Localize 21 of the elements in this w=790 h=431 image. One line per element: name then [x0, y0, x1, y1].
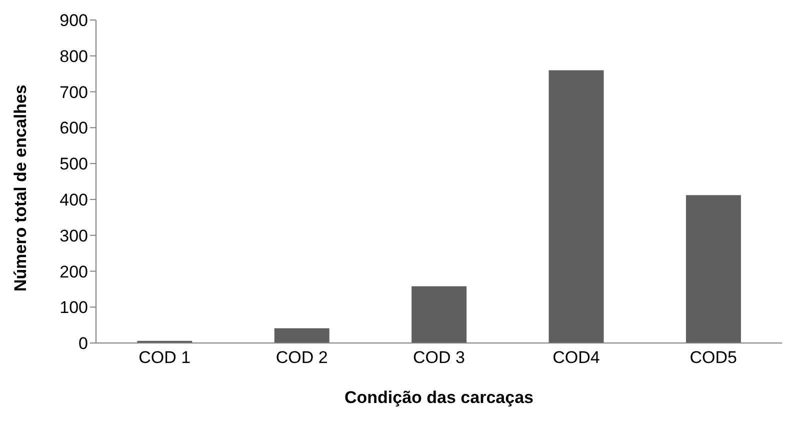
x-tick-label: COD4 [552, 348, 600, 368]
y-tick-label: 900 [60, 11, 88, 30]
bar [412, 286, 467, 343]
y-tick-label: 0 [78, 334, 88, 354]
x-tick-label: COD 2 [276, 348, 328, 368]
x-tick-label: COD 3 [413, 348, 465, 368]
x-axis-title: Condição das carcaças [344, 388, 534, 407]
y-tick-label: 200 [60, 262, 88, 282]
y-tick-label: 300 [60, 226, 88, 246]
y-tick-label: 400 [60, 190, 88, 210]
bar [686, 195, 741, 343]
y-tick-label: 700 [60, 82, 88, 102]
y-tick-label: 500 [60, 154, 88, 174]
y-tick-label: 600 [60, 118, 88, 138]
bar [548, 70, 604, 343]
y-tick-label: 800 [60, 46, 88, 66]
bar [274, 328, 330, 343]
y-tick-label: 100 [60, 298, 88, 318]
x-tick-label: COD5 [690, 348, 738, 368]
y-axis-title: Número total de encalhes [11, 84, 30, 292]
x-tick-label: COD 1 [138, 348, 191, 368]
